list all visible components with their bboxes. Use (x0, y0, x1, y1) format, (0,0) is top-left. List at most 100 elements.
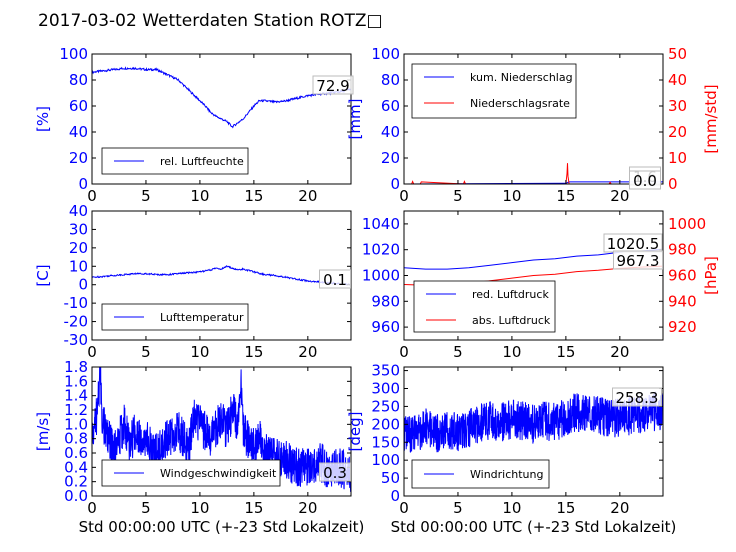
x-tick-label: 10 (190, 499, 209, 517)
legend-label: red. Luftdruck (472, 288, 549, 301)
y-tick-label: 1020 (362, 241, 400, 259)
series-group (404, 391, 663, 453)
y-right-tick-label: 20 (668, 123, 687, 141)
value-annotation-box (319, 462, 351, 482)
series-line-0 (404, 391, 663, 453)
value-annotation-box (319, 269, 351, 289)
x-tick-label: 15 (244, 499, 263, 517)
series-line-1 (404, 163, 663, 184)
y-tick-label: -10 (64, 294, 89, 312)
series-group (92, 367, 351, 493)
y-tick-label: 1.2 (64, 401, 88, 419)
y-tick-label: 0 (390, 487, 400, 505)
y-right-tick-label: 1000 (668, 215, 706, 233)
x-tick-label: 5 (141, 499, 151, 517)
y-tick-label: 0.0 (64, 487, 88, 505)
y-tick-label: 100 (59, 45, 88, 63)
y-tick-label: 300 (371, 380, 400, 398)
panel-precip: 0 5 10 15 20 0 20 40 60 80 100 0 10 20 30 40 50 [mm] [mm/s… (346, 45, 720, 205)
y-tick-label: 150 (371, 433, 400, 451)
series-group (92, 265, 351, 286)
value-annotation-box (629, 170, 661, 190)
y-tick-label: 0.4 (64, 458, 88, 476)
y-tick-label: 1040 (362, 215, 400, 233)
series-line-0 (92, 66, 351, 129)
value-annotation: 258.3 (616, 389, 659, 407)
y-right-tick-label: 10 (668, 149, 687, 167)
value-annotation: 0.0 (633, 172, 657, 190)
x-tick-label: 15 (556, 343, 575, 361)
series-line-0 (92, 265, 351, 286)
x-tick-label: 0 (87, 187, 97, 205)
value-annotation: 72.9 (316, 77, 349, 95)
x-tick-label: 5 (141, 187, 151, 205)
y-tick-label: 1.4 (64, 387, 88, 405)
x-tick-label: 20 (610, 499, 629, 517)
x-axis-label: Std 00:00:00 UTC (+-23 Std Lokalzeit) (79, 518, 365, 536)
legend-label: kum. Niederschlag (470, 71, 573, 84)
y-axis-label: [%] (34, 106, 52, 132)
y-tick-label: 250 (371, 397, 400, 415)
y-tick-label: 960 (371, 318, 400, 336)
y-tick-label: 200 (371, 415, 400, 433)
value-annotation: 0.1 (323, 271, 347, 289)
y-tick-label: 80 (69, 71, 88, 89)
y-tick-label: 60 (69, 97, 88, 115)
y-tick-label: 1.6 (64, 372, 88, 390)
x-tick-label: 5 (453, 187, 463, 205)
y-tick-label: 10 (69, 257, 88, 275)
y-tick-label: -30 (64, 331, 89, 349)
legend-label: Niederschlagsrate (470, 97, 570, 110)
panel-pressure: 0 5 10 15 20 960 980 1000 1020 1040 920 940 960 980 10… (362, 210, 720, 361)
y-axis-label: [C] (34, 264, 52, 286)
plot-frame (403, 53, 664, 185)
series-line-0 (92, 367, 351, 493)
y-right-tick-label: 40 (668, 71, 687, 89)
value-annotation-box (612, 387, 662, 407)
x-tick-label: 15 (244, 187, 263, 205)
legend-label: Windgeschwindigkeit (160, 467, 277, 480)
x-tick-label: 20 (298, 343, 317, 361)
x-tick-label: 0 (399, 343, 409, 361)
y-tick-label: 20 (69, 239, 88, 257)
y-tick-label: 30 (69, 220, 88, 238)
y-tick-label: -20 (64, 313, 89, 331)
value-annotation: 0.3 (323, 464, 347, 482)
y-tick-label: 50 (381, 469, 400, 487)
y-axis-label: [m/s] (34, 412, 52, 451)
x-tick-label: 0 (399, 187, 409, 205)
y-tick-label: 60 (381, 97, 400, 115)
x-tick-label: 15 (556, 499, 575, 517)
x-tick-label: 15 (244, 343, 263, 361)
legend-box (411, 63, 577, 119)
y-axis-label: [mm] (346, 99, 364, 140)
y-tick-label: 980 (371, 292, 400, 310)
x-tick-label: 15 (556, 187, 575, 205)
legend-label: rel. Luftfeuchte (160, 155, 244, 168)
y-tick-label: 100 (371, 451, 400, 469)
y-right-tick-label: 980 (668, 241, 697, 259)
y-tick-label: 0.8 (64, 430, 88, 448)
y-tick-label: 1.8 (64, 358, 88, 376)
x-tick-label: 20 (298, 187, 317, 205)
legend-label: Lufttemperatur (160, 311, 244, 324)
x-tick-label: 0 (87, 499, 97, 517)
y-right-tick-label: 30 (668, 97, 687, 115)
plot-frame (403, 366, 664, 497)
y-tick-label: 0 (390, 175, 400, 193)
legend-box (413, 280, 556, 333)
value-annotation-box (312, 75, 354, 95)
x-tick-label: 0 (399, 499, 409, 517)
x-tick-label: 10 (502, 499, 521, 517)
x-axis-label: Std 00:00:00 UTC (+-23 Std Lokalzeit) (391, 518, 677, 536)
y-tick-label: 0.6 (64, 444, 88, 462)
x-tick-label: 10 (502, 187, 521, 205)
x-tick-label: 10 (502, 343, 521, 361)
y-right-tick-label: 940 (668, 292, 697, 310)
y-right-tick-label: 920 (668, 318, 697, 336)
y-tick-label: 0 (78, 276, 88, 294)
y-tick-label: 40 (69, 123, 88, 141)
